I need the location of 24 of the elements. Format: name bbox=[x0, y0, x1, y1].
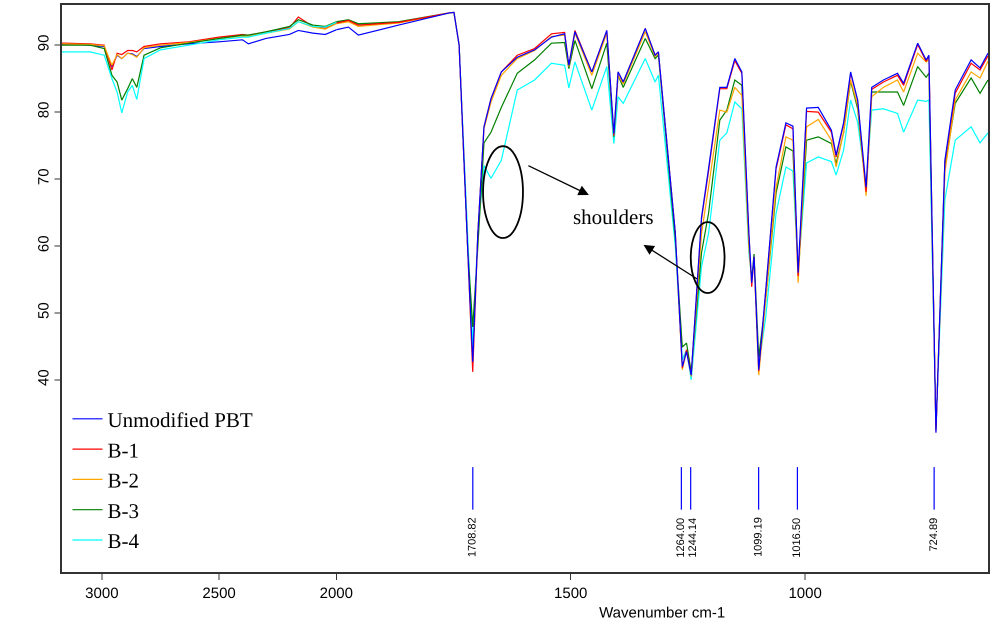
y-tick-label: 60 bbox=[35, 235, 52, 252]
annotation: shoulders bbox=[573, 205, 654, 229]
y-tick-label: 70 bbox=[35, 168, 52, 186]
x-tick-label: 1000 bbox=[788, 584, 822, 602]
legend-label: B-4 bbox=[107, 529, 140, 554]
y-tick-label: 40 bbox=[35, 369, 52, 386]
x-tick-label: 1500 bbox=[554, 584, 588, 602]
legend-label: B-2 bbox=[107, 468, 139, 493]
ref-line-label: 724.89 bbox=[928, 518, 940, 552]
y-tick-label: 80 bbox=[35, 102, 52, 118]
ref-line-label: 1099.19 bbox=[752, 517, 764, 557]
ref-line-label: 1708.82 bbox=[466, 517, 479, 558]
x-tick-label: 3000 bbox=[85, 584, 119, 602]
legend-label: B-3 bbox=[107, 498, 139, 523]
ref-line-label: 1244.14 bbox=[687, 518, 700, 558]
y-tick-label: 90 bbox=[35, 34, 52, 52]
legend-label: Unmodified PBT bbox=[107, 408, 253, 432]
x-axis-title: Wavenumber cm-1 bbox=[599, 604, 726, 622]
y-tick-label: 50 bbox=[35, 302, 52, 320]
x-tick-label: 2500 bbox=[202, 584, 236, 602]
x-tick-label: 2000 bbox=[320, 584, 353, 602]
ref-line-label: 1016.50 bbox=[791, 518, 804, 558]
legend-label: B-1 bbox=[107, 438, 139, 462]
ref-line-label: 1264.00 bbox=[675, 518, 688, 558]
